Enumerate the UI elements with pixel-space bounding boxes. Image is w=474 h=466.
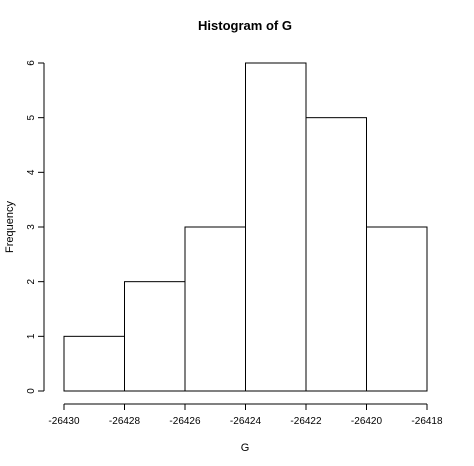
- histogram-bar-5: [305, 117, 367, 392]
- x-tick-label: -26428: [109, 416, 141, 427]
- bars-group: [63, 62, 428, 392]
- y-tick-label: 0: [26, 388, 37, 394]
- x-tick-label: -26424: [230, 416, 262, 427]
- x-tick-label: -26420: [351, 416, 383, 427]
- y-tick-label: 4: [26, 169, 37, 175]
- y-tick-label: 6: [26, 60, 37, 66]
- x-tick-label: -26422: [290, 416, 322, 427]
- y-axis-label: Frequency: [4, 201, 16, 253]
- x-axis: -26430 -26428 -26426 -26424 -26422 -26420 -264…: [48, 403, 443, 427]
- y-axis: 0 1 2 3 4 5 6: [26, 60, 45, 394]
- histogram-bar-6: [366, 226, 428, 392]
- y-tick-label: 2: [26, 278, 37, 284]
- y-tick-label: 1: [26, 333, 37, 339]
- y-tick-label: 3: [26, 224, 37, 230]
- histogram-bar-3: [184, 226, 246, 392]
- x-axis-label: G: [241, 442, 250, 454]
- x-tick-label: -26430: [48, 416, 80, 427]
- x-tick-label: -26418: [411, 416, 443, 427]
- histogram-bar-1: [63, 335, 125, 392]
- histogram-bar-2: [124, 281, 186, 392]
- histogram-bar-4: [245, 62, 307, 392]
- chart-title: Histogram of G: [198, 18, 292, 33]
- y-tick-label: 5: [26, 114, 37, 120]
- x-tick-label: -26426: [169, 416, 201, 427]
